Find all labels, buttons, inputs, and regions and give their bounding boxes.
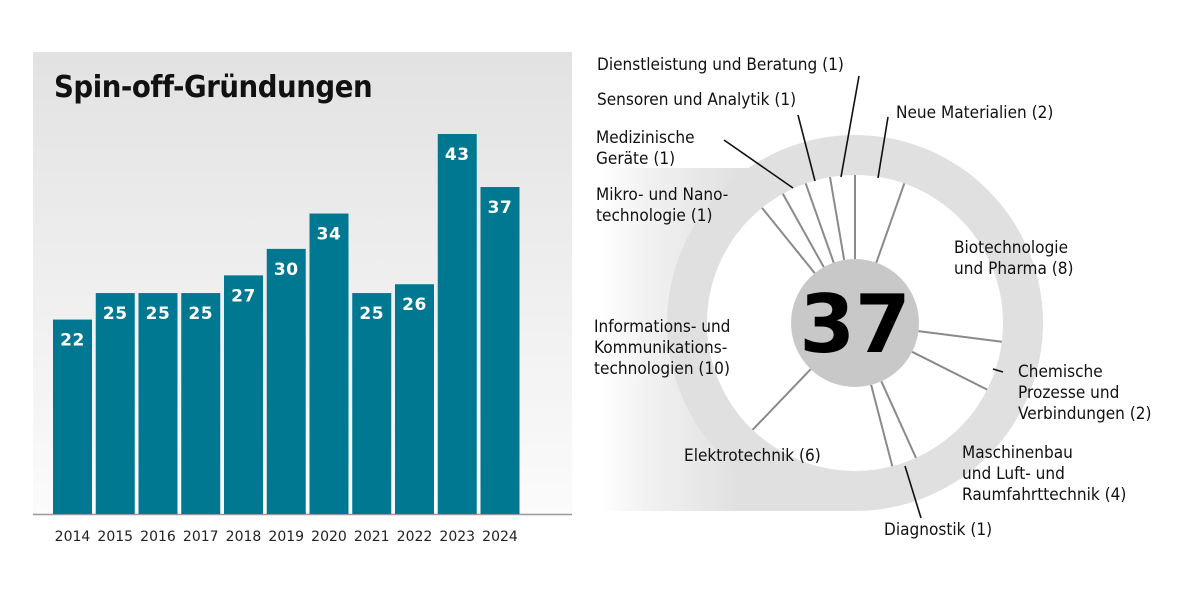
category-label-sensoren-und-analytik: Sensoren und Analytik (1) bbox=[597, 90, 797, 109]
spoke-after-mikro-und-nanotechnologie bbox=[781, 193, 825, 268]
bar-value-label-2021: 25 bbox=[359, 304, 384, 324]
spoke-after-medizinische-ger-te bbox=[804, 183, 835, 263]
bar-value-label-2019: 30 bbox=[274, 260, 299, 280]
bar-2022 bbox=[395, 284, 434, 514]
bar-value-label-2020: 34 bbox=[317, 225, 342, 245]
bar-2015 bbox=[95, 293, 135, 514]
spoke-after-informations-und-kommunikationstechnologien bbox=[761, 207, 816, 274]
category-label-maschinenbau-und-luft-und-raumfahrttechnik: Maschinenbau und Luft- und Raumfahrttech… bbox=[962, 443, 1127, 504]
bar-2014 bbox=[53, 319, 92, 514]
bar-2024 bbox=[480, 187, 520, 514]
category-label-biotechnologie-und-pharma: Biotechnologie und Pharma (8) bbox=[954, 238, 1074, 278]
category-label-elektrotechnik: Elektrotechnik (6) bbox=[684, 446, 821, 465]
bar-value-label-2014: 22 bbox=[60, 331, 85, 351]
x-tick-label-2016: 2016 bbox=[140, 529, 176, 545]
center-disc bbox=[791, 259, 919, 387]
bar-2020 bbox=[309, 213, 349, 514]
spoke-after-elektrotechnik bbox=[751, 368, 812, 431]
category-label-neue-materialien: Neue Materialien (2) bbox=[896, 103, 1054, 122]
leader-sensoren bbox=[797, 114, 816, 182]
bar-value-label-2023: 43 bbox=[445, 145, 470, 165]
leader-chemische bbox=[992, 368, 1004, 373]
x-tick-label-2023: 2023 bbox=[439, 529, 475, 545]
leader-dienstleistung bbox=[840, 75, 860, 178]
spoke-after-neue-materialien bbox=[875, 183, 906, 263]
category-label-mikro-und-nanotechnologie: Mikro- und Nano- technologie (1) bbox=[596, 185, 729, 225]
bar-value-label-2017: 25 bbox=[188, 304, 213, 324]
spoke-after-maschinenbau-und-luft-und-raumfahrttechnik bbox=[880, 380, 917, 459]
x-tick-label-2018: 2018 bbox=[226, 529, 262, 545]
x-tick-label-2024: 2024 bbox=[482, 529, 518, 545]
bar-value-label-2022: 26 bbox=[402, 295, 427, 315]
bar-2019 bbox=[266, 248, 306, 514]
category-label-chemische-prozesse-und-verbindungen: Chemische Prozesse und Verbindungen (2) bbox=[1018, 362, 1152, 423]
spoke-after-chemische-prozesse-und-verbindungen bbox=[911, 350, 988, 391]
leader-medizinische-geraete bbox=[723, 139, 794, 189]
x-tick-label-2019: 2019 bbox=[268, 529, 304, 545]
x-tick-label-2022: 2022 bbox=[397, 529, 433, 545]
bar-chart-title: Spin-off-Gründungen bbox=[54, 70, 373, 105]
x-tick-label-2015: 2015 bbox=[97, 529, 133, 545]
spoke-after-biotechnologie-und-pharma bbox=[918, 330, 1002, 343]
bar-value-label-2015: 25 bbox=[103, 304, 128, 324]
x-tick-label-2014: 2014 bbox=[55, 529, 91, 545]
bar-2017 bbox=[181, 293, 221, 514]
x-tick-label-2020: 2020 bbox=[311, 529, 347, 545]
bar-2021 bbox=[352, 293, 392, 514]
bar-value-label-2016: 25 bbox=[146, 304, 171, 324]
leader-neue-materialien bbox=[877, 116, 889, 179]
spoke-after-sensoren-und-analytik bbox=[829, 176, 846, 261]
leader-diagnostik bbox=[904, 465, 922, 519]
category-label-informations-und-kommunikationstechnologien: Informations- und Kommunikations- techno… bbox=[594, 317, 731, 378]
category-label-medizinische-ger-te: Medizinische Geräte (1) bbox=[596, 128, 695, 168]
x-tick-label-2021: 2021 bbox=[354, 529, 390, 545]
bar-2018 bbox=[224, 275, 263, 514]
bar-2016 bbox=[138, 293, 178, 514]
spoke-after-diagnostik bbox=[870, 384, 894, 467]
category-label-dienstleistung-und-beratung: Dienstleistung und Beratung (1) bbox=[597, 55, 844, 74]
total-count: 37 bbox=[799, 278, 910, 371]
bar-2023 bbox=[437, 134, 477, 514]
bar-value-label-2018: 27 bbox=[231, 286, 256, 306]
category-label-diagnostik: Diagnostik (1) bbox=[884, 520, 993, 539]
bar-value-label-2024: 37 bbox=[488, 198, 513, 218]
x-tick-label-2017: 2017 bbox=[183, 529, 219, 545]
